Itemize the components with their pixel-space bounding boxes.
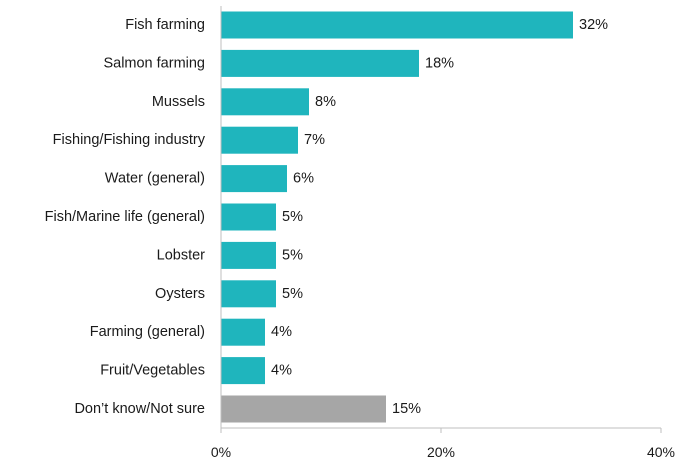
bar	[221, 126, 298, 154]
x-tick-label: 0%	[211, 444, 231, 460]
value-label: 4%	[271, 324, 292, 340]
category-label: Fish/Marine life (general)	[45, 209, 205, 225]
value-label: 5%	[282, 286, 303, 302]
bar	[221, 88, 309, 116]
x-tick-label: 40%	[647, 444, 675, 460]
value-label: 5%	[282, 209, 303, 225]
value-label: 15%	[392, 401, 421, 417]
value-label: 18%	[425, 55, 454, 71]
bars-group	[221, 11, 573, 423]
bar	[221, 165, 287, 193]
value-label: 32%	[579, 17, 608, 33]
category-label: Fruit/Vegetables	[100, 363, 205, 379]
bar	[221, 280, 276, 308]
bar	[221, 203, 276, 231]
value-label: 7%	[304, 132, 325, 148]
bar	[221, 49, 419, 77]
category-label: Farming (general)	[90, 324, 205, 340]
bar	[221, 11, 573, 39]
value-label: 6%	[293, 171, 314, 187]
category-label: Fish farming	[125, 17, 205, 33]
bar	[221, 357, 265, 385]
x-ticks-group: 0% 20% 40%	[211, 428, 675, 460]
x-tick-label: 20%	[427, 444, 455, 460]
bar	[221, 318, 265, 346]
category-label: Fishing/Fishing industry	[53, 132, 206, 148]
value-label: 5%	[282, 247, 303, 263]
category-label: Lobster	[157, 247, 206, 263]
category-label: Mussels	[152, 94, 205, 110]
category-labels-group: Fish farming Salmon farming Mussels Fishing…	[45, 17, 206, 417]
category-label: Don’t know/Not sure	[74, 401, 205, 417]
value-label: 4%	[271, 363, 292, 379]
category-label: Oysters	[155, 286, 205, 302]
value-label: 8%	[315, 94, 336, 110]
category-label: Water (general)	[105, 171, 205, 187]
category-label: Salmon farming	[103, 55, 205, 71]
bar	[221, 395, 386, 423]
value-labels-group: 32% 18% 8% 7% 6% 5% 5% 5% 4% 4% 15%	[271, 17, 608, 417]
bar	[221, 241, 276, 269]
